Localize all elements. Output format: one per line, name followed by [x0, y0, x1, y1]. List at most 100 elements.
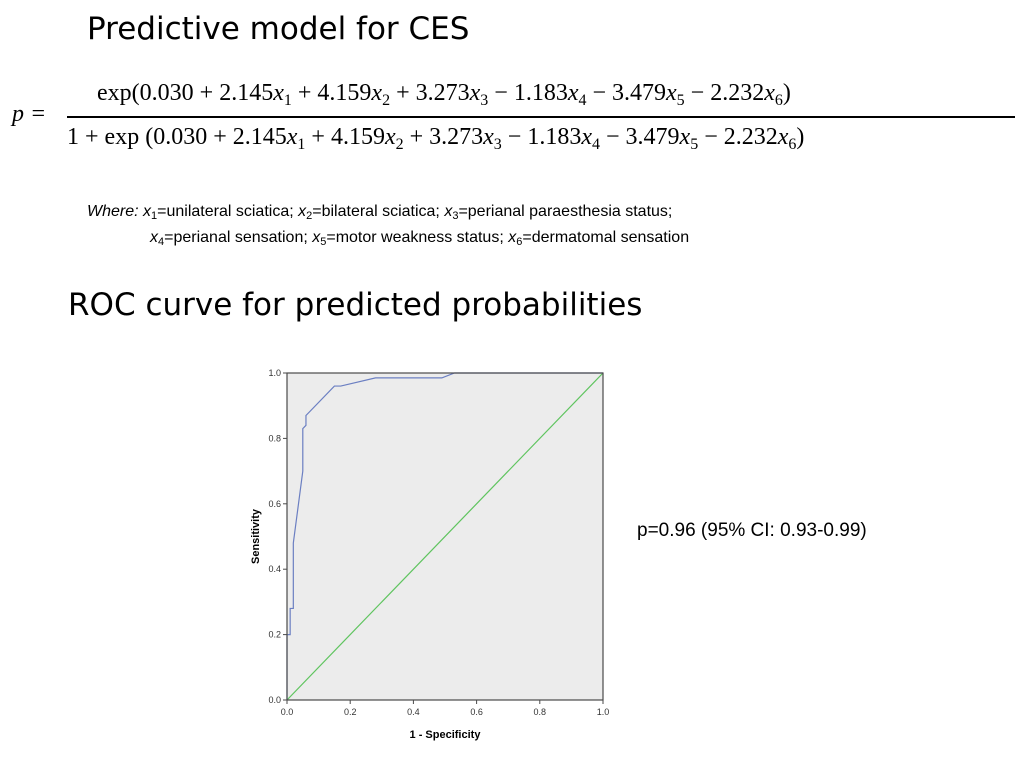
- denominator-term-coef: 3.273: [429, 124, 484, 150]
- legend-sub: 6: [516, 236, 523, 248]
- denominator-term-coef: 1.183: [527, 124, 582, 150]
- reference-line: [286, 372, 604, 701]
- numerator-term-coef: 1.183: [513, 80, 568, 106]
- numerator-term-sign: +: [297, 80, 312, 106]
- denominator-term-var: x: [483, 124, 494, 150]
- x-tick-label: 0.6: [470, 707, 483, 717]
- legend-var: x: [143, 203, 152, 220]
- denominator-term-var: x: [581, 124, 592, 150]
- denominator-term-coef: 3.479: [625, 124, 680, 150]
- formula-denominator: 1 + exp (0.030 + 2.145x1 + 4.159x2 + 3.2…: [67, 124, 805, 153]
- y-axis-label: Sensitivity: [250, 508, 262, 564]
- denominator-term-sub: 2: [395, 136, 404, 153]
- denominator-term-sign: −: [704, 124, 718, 150]
- denominator-term-sign: −: [507, 124, 522, 150]
- y-tick-label: 0.4: [268, 564, 281, 574]
- numerator-term-var: x: [764, 80, 775, 106]
- x-tick-label: 1.0: [597, 707, 610, 717]
- x-tick-label: 0.8: [534, 707, 547, 717]
- legend-text: =perianal sensation;: [164, 229, 313, 246]
- where-label: Where:: [87, 203, 139, 220]
- numerator-term-coef: 2.232: [710, 80, 765, 106]
- denominator-term-var: x: [777, 124, 789, 150]
- denominator-term-var: x: [384, 124, 396, 150]
- numerator-term-sign: +: [199, 80, 214, 106]
- numerator-term-sub: 3: [480, 92, 489, 109]
- legend-sub: 4: [158, 236, 165, 248]
- x-axis-label: 1 - Specificity: [410, 729, 482, 741]
- denominator-term-coef: 2.232: [723, 124, 778, 150]
- denominator-term-sub: 4: [592, 136, 600, 153]
- denominator-term-var: x: [679, 124, 691, 150]
- denominator-term-sub: 6: [788, 136, 797, 153]
- y-tick-label: 0.6: [268, 499, 281, 509]
- denominator-term-coef: 2.145: [232, 124, 287, 150]
- numerator-term-sub: 5: [676, 92, 685, 109]
- formula-p-symbol: p =: [12, 101, 47, 127]
- y-tick-label: 0.8: [268, 433, 281, 443]
- numerator-term-var: x: [371, 80, 383, 106]
- numerator-term-sign: −: [690, 80, 705, 106]
- denominator-term-sign: −: [606, 124, 620, 150]
- legend-text: =dermatomal sensation: [522, 229, 690, 246]
- numerator-term-sign: −: [592, 80, 607, 106]
- auc-text: p=0.96 (95% CI: 0.93-0.99): [637, 520, 867, 541]
- roc-curve: [286, 372, 603, 700]
- numerator-term-coef: 4.159: [317, 80, 372, 106]
- numerator-term-sign: −: [494, 80, 508, 106]
- numerator-term-coef: 3.273: [415, 80, 470, 106]
- denominator-term-sub: 3: [493, 136, 502, 153]
- legend-var: x: [298, 203, 307, 220]
- legend-var: x: [312, 229, 321, 246]
- numerator-term-sign: +: [396, 80, 410, 106]
- variable-legend-line-2: x4=perianal sensation; x5=motor weakness…: [150, 229, 690, 248]
- legend-sub: 2: [306, 210, 313, 222]
- denominator-close: ): [796, 124, 805, 150]
- roc-chart: 0.0 0.2 0.4 0.6 0.8 1.0 0.0 0.2 0.4 0.6 0.8 1.0 1 - …: [250, 368, 610, 741]
- roc-title: ROC curve for predicted probabilities: [68, 287, 643, 323]
- numerator-term-var: x: [273, 80, 284, 106]
- numerator-term-coef: 3.479: [612, 80, 667, 106]
- fraction-bar: [67, 116, 1015, 118]
- denominator-term-var: x: [286, 124, 298, 150]
- denominator-term-sign: +: [409, 124, 424, 150]
- legend-sub: 5: [320, 236, 327, 248]
- numerator-term-coef: 2.145: [219, 80, 274, 106]
- y-tick-label: 0.0: [268, 695, 281, 705]
- plot-frame: [286, 372, 604, 701]
- legend-text: =bilateral sciatica;: [312, 203, 445, 220]
- numerator-term-var: x: [666, 80, 677, 106]
- legend-var: x: [508, 229, 517, 246]
- legend-sub: 3: [452, 210, 459, 222]
- denominator-term-sign: +: [311, 124, 325, 150]
- y-tick-label: 1.0: [268, 368, 281, 378]
- numerator-term-sub: 4: [578, 92, 587, 109]
- legend-text: =unilateral sciatica;: [157, 203, 299, 220]
- numerator-term-sub: 6: [774, 92, 783, 109]
- numerator-open: exp(: [97, 80, 140, 106]
- numerator-term-sub: 2: [382, 92, 391, 109]
- y-tick-label: 0.2: [268, 630, 281, 640]
- variable-legend-line-1: Where: x1=unilateral sciatica; x2=bilate…: [87, 203, 673, 222]
- numerator-close: ): [782, 80, 791, 106]
- formula-numerator: exp(0.030 + 2.145x1 + 4.159x2 + 3.273x3 …: [97, 80, 791, 109]
- denominator-open: 1 + exp (: [67, 124, 154, 150]
- x-tick-label: 0.2: [344, 707, 357, 717]
- x-tick-label: 0.0: [281, 707, 294, 717]
- legend-text: =perianal paraesthesia status;: [458, 203, 673, 220]
- denominator-term-sub: 5: [690, 136, 699, 153]
- model-title: Predictive model for CES: [87, 11, 470, 47]
- legend-text: =motor weakness status;: [326, 229, 509, 246]
- numerator-term-sub: 1: [283, 92, 292, 109]
- x-tick-label: 0.4: [407, 707, 420, 717]
- denominator-term-sign: +: [213, 124, 227, 150]
- denominator-term-coef: 4.159: [330, 124, 385, 150]
- numerator-term-var: x: [469, 80, 481, 106]
- legend-var: x: [444, 203, 453, 220]
- formula-lhs: p =: [12, 101, 46, 128]
- denominator-term-sub: 1: [297, 136, 306, 153]
- denominator-intercept: 0.030: [153, 124, 208, 150]
- numerator-term-var: x: [567, 80, 579, 106]
- legend-var: x: [150, 229, 158, 246]
- legend-sub: 1: [151, 210, 158, 222]
